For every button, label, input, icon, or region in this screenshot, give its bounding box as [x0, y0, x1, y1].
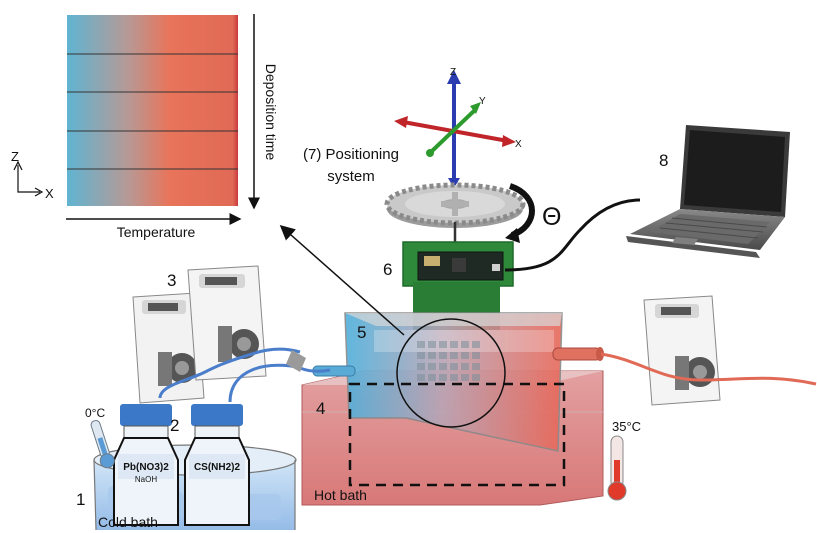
gear-icon — [384, 182, 526, 228]
gradient-rect — [67, 15, 238, 206]
x-axis-line — [402, 120, 509, 143]
bottle-right-label: CS(NH2)2 — [194, 462, 241, 473]
red-tube — [600, 352, 817, 386]
z-arrowhead — [13, 160, 23, 171]
deposition-tank — [312, 312, 604, 487]
number-label-8: 8 — [659, 151, 668, 170]
y-axis-end — [426, 149, 434, 157]
deposition-bands — [67, 53, 238, 170]
hot-bath-label: Hot bath — [314, 487, 367, 503]
blue-tube — [228, 363, 331, 403]
x-axis-label: X — [515, 139, 522, 150]
y-axis-label: Y — [479, 96, 486, 107]
y-axis-arrowhead — [470, 102, 481, 114]
usb-cable — [504, 198, 641, 272]
number-label-6: 6 — [383, 260, 392, 279]
thermometer-icon — [90, 419, 115, 469]
focus-circle — [396, 318, 506, 428]
hot-temp-label: 35°C — [612, 419, 641, 434]
deposition-time-label: Deposition time — [263, 64, 279, 161]
bottle-left-sub: NaOH — [135, 475, 157, 484]
zx-axis-icon — [17, 165, 40, 193]
theta-label: Θ — [542, 203, 561, 231]
z-axis-label: Z — [450, 67, 456, 78]
positioning-label-line2: system — [327, 168, 375, 185]
laptop-icon — [626, 125, 790, 258]
number-label-1: 1 — [76, 490, 85, 509]
pump-icon — [132, 292, 205, 404]
thermometer-icon — [607, 435, 627, 501]
bottle-icon: CS(NH2)2 — [184, 404, 250, 526]
bottle-left-label: Pb(NO3)2 — [123, 462, 169, 473]
y-axis-line — [430, 107, 478, 153]
pump-icon — [187, 265, 267, 381]
pump-icon — [643, 295, 721, 406]
x-axis-arrowhead-right — [502, 135, 516, 147]
positioning-system: Z Y X (7) Positioning system Θ — [303, 67, 561, 246]
number-label-5: 5 — [357, 323, 366, 342]
positioning-label-line1: (7) Positioning — [303, 146, 399, 163]
cold-temp-label: 0°C — [85, 406, 105, 420]
y-connector — [286, 350, 306, 372]
x-arrowhead — [34, 187, 44, 197]
dashed-region — [348, 382, 566, 487]
temperature-label: Temperature — [117, 224, 196, 240]
small-z-label: Z — [11, 149, 19, 164]
number-label-4: 4 — [316, 399, 325, 418]
sample-grid — [417, 341, 480, 381]
gradient-panel: Temperature Deposition time Z X — [11, 14, 279, 240]
number-label-2: 2 — [170, 416, 179, 435]
blue-tube — [158, 347, 301, 399]
zoom-arrow — [279, 225, 405, 336]
bottle-icon: Pb(NO3)2 NaOH — [113, 404, 179, 526]
controller-board — [402, 241, 514, 330]
small-x-label: X — [45, 186, 54, 201]
rotation-arrow — [508, 183, 535, 238]
x-axis-arrowhead-left — [394, 116, 408, 128]
number-label-3: 3 — [167, 271, 176, 290]
z-axis-arrowhead — [447, 70, 461, 84]
rotation-arrowhead — [505, 228, 520, 243]
cold-bath-label: Cold bath — [98, 514, 158, 530]
